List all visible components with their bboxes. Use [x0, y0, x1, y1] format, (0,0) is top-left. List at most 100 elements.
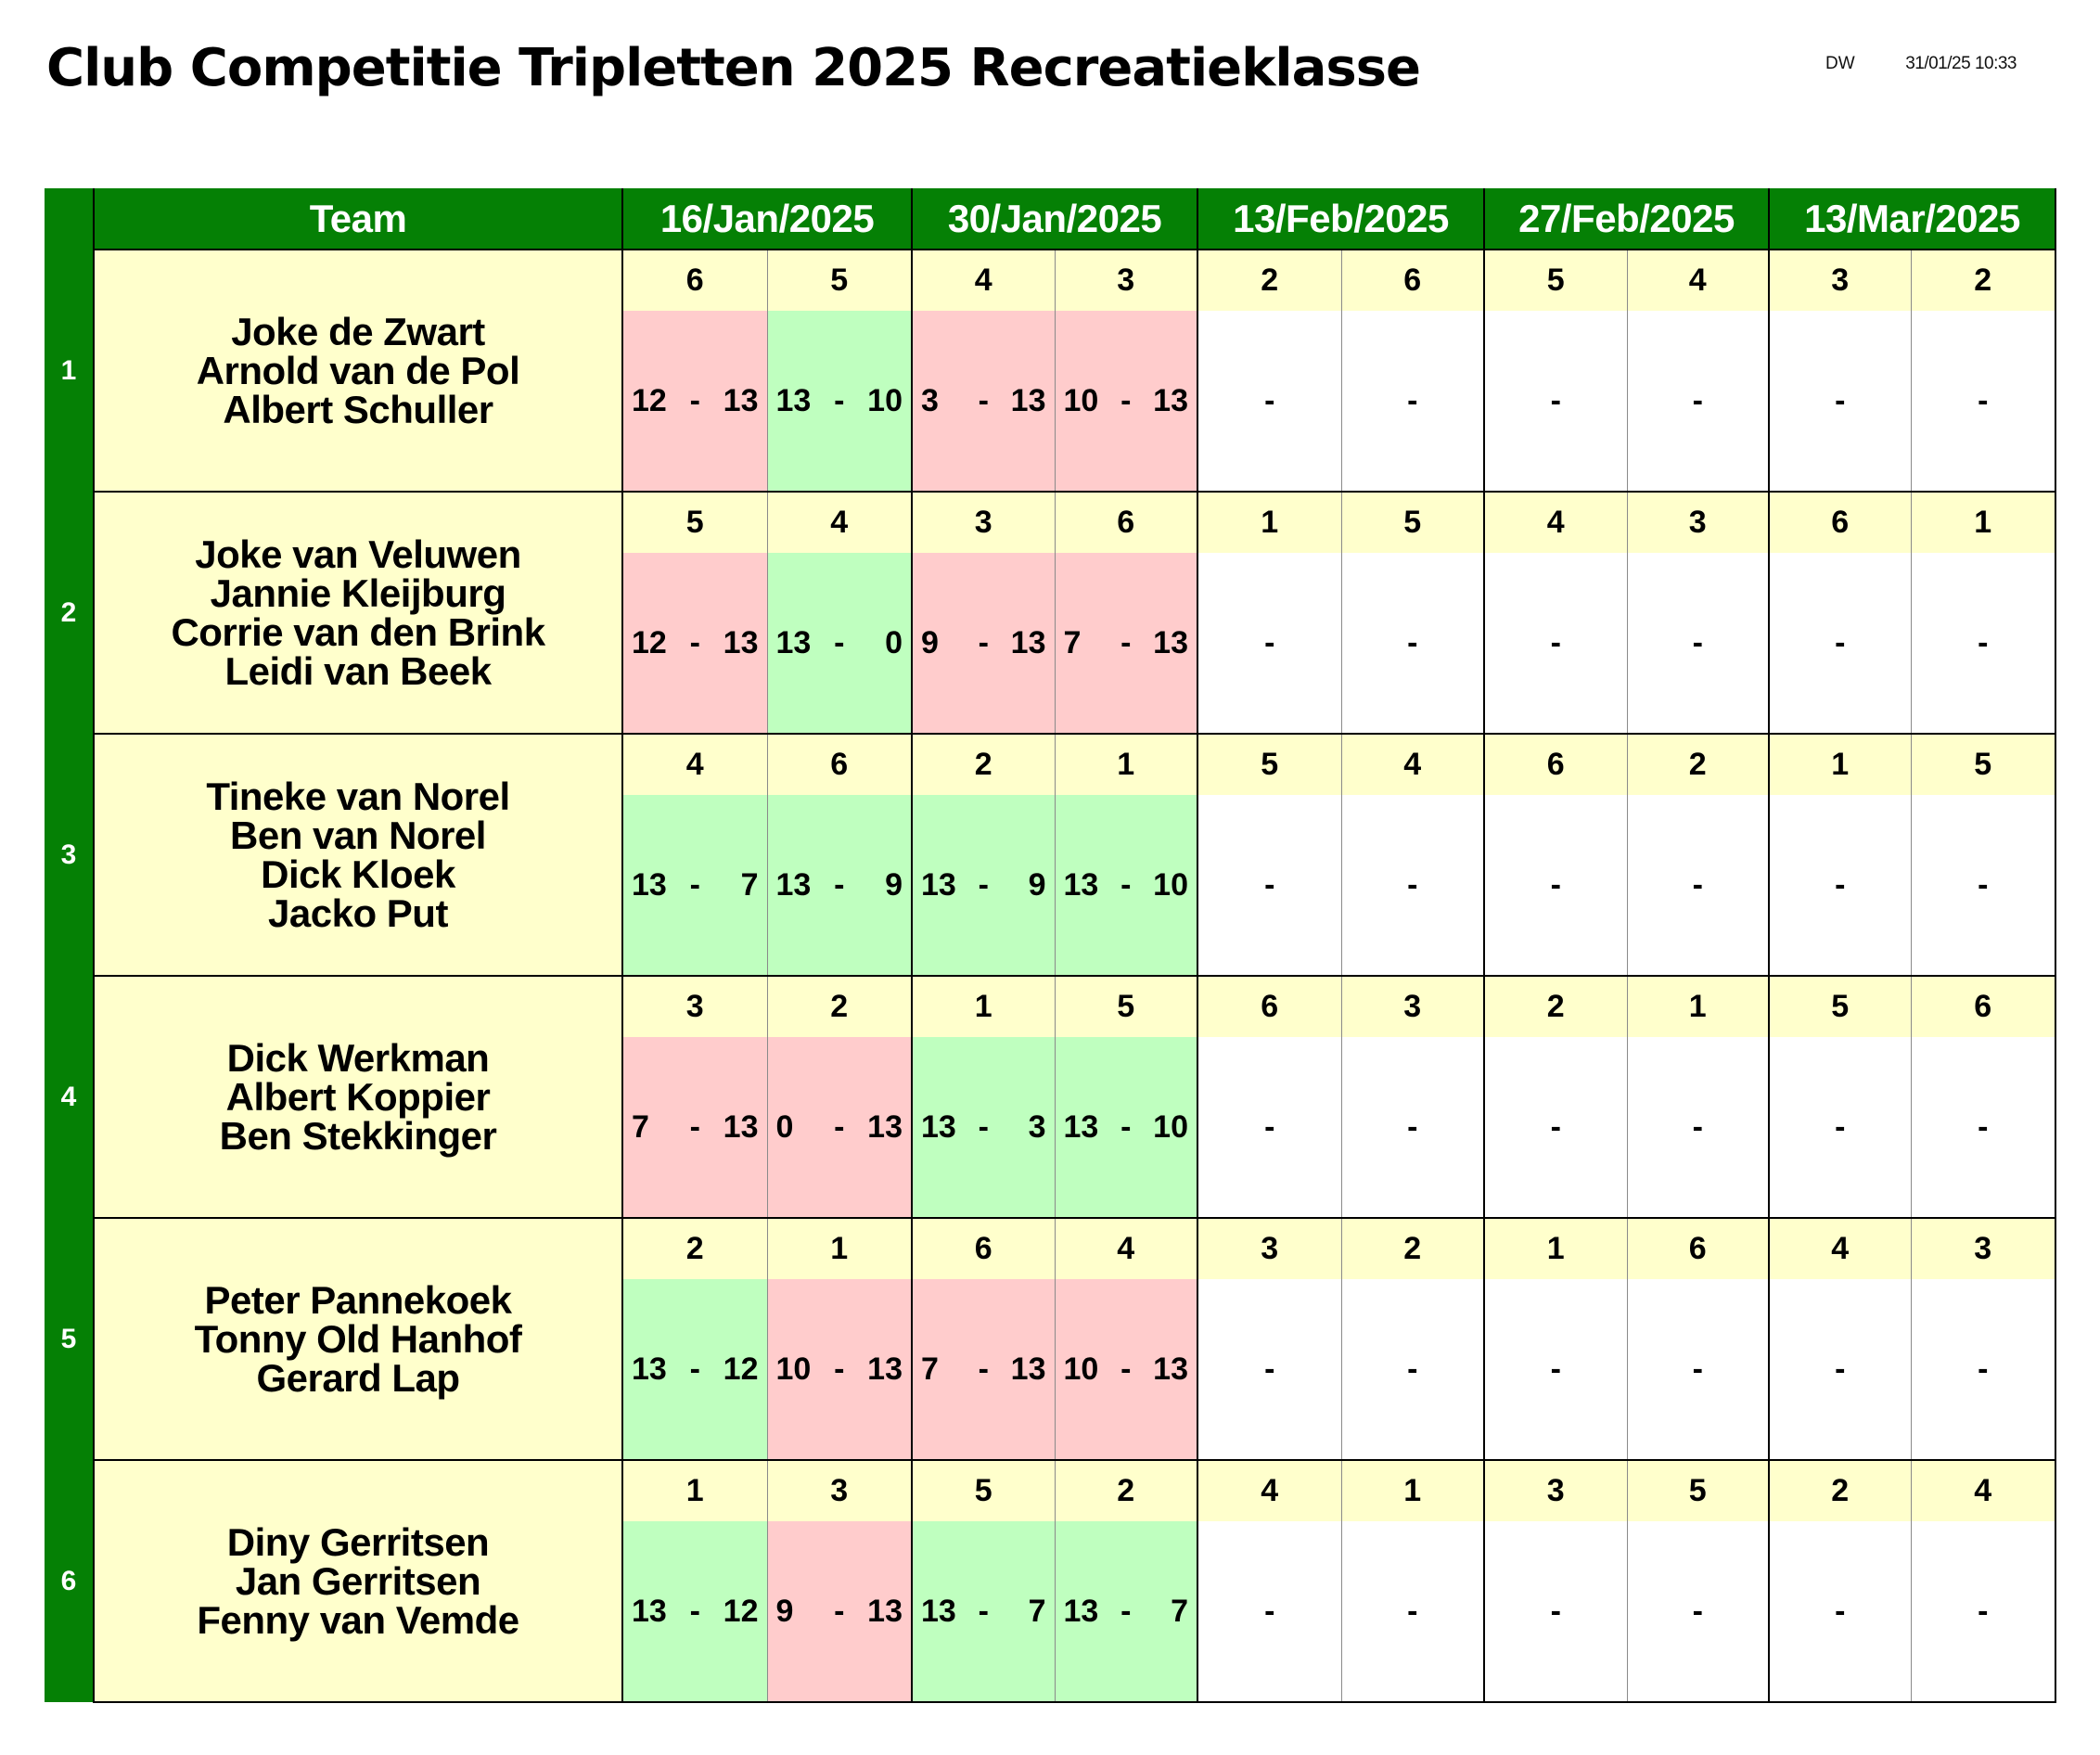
match-score: 7 -13 [1054, 553, 1197, 735]
print-timestamp: 31/01/25 10:33 [1905, 54, 2017, 73]
score-own: 13 [1063, 866, 1099, 903]
header-row: Team 16/Jan/2025 30/Jan/2025 13/Feb/2025… [45, 188, 2056, 250]
match-score-empty: - [1626, 553, 1769, 735]
score-values: 13- 9 [913, 867, 1055, 903]
empty-score: - [1407, 624, 1418, 660]
opponent-number: 4 [1340, 733, 1484, 795]
opponent-number: 5 [1626, 1459, 1769, 1521]
opponent-number: 5 [621, 491, 767, 553]
player-name: Fenny van Vemde [197, 1597, 519, 1642]
opponent-number: 5 [1910, 733, 2056, 795]
opponent-row: 4 Dick Werkman Albert Koppier Ben Stekkinge… [45, 975, 2056, 1219]
match-score-empty: - [1340, 1521, 1484, 1703]
empty-score: - [1407, 1351, 1418, 1387]
opponent-number: 6 [1910, 975, 2056, 1037]
opponent-number: 2 [766, 975, 912, 1037]
score-opponent: 10 [867, 382, 903, 418]
score-values: 10-13 [1056, 1351, 1197, 1388]
match-score-empty: - [1197, 1037, 1341, 1219]
score-values: 9 -13 [913, 625, 1055, 661]
score-own: 7 [921, 1351, 939, 1387]
match-score: 13- 0 [766, 553, 912, 735]
opponent-number: 2 [911, 733, 1055, 795]
match-score-empty: - [1626, 1279, 1769, 1461]
empty-score: - [1550, 624, 1561, 660]
empty-score: - [1692, 866, 1703, 903]
score-opponent: 13 [867, 1351, 903, 1387]
opponent-number: 2 [1197, 249, 1341, 311]
player-name: Dick Kloek [261, 852, 455, 896]
empty-score: - [1550, 866, 1561, 903]
opponent-row: 6 Diny Gerritsen Jan Gerritsen Fenny van Ve… [45, 1459, 2056, 1703]
opponent-number: 6 [1054, 491, 1197, 553]
empty-score: - [1264, 624, 1275, 660]
team-players: Joke de Zwart Arnold van de Pol Albert Sch… [93, 249, 623, 493]
score-opponent: 13 [1010, 382, 1046, 418]
player-name: Albert Schuller [223, 387, 493, 431]
page-title: Club Competitie Tripletten 2025 Recreati… [46, 38, 1421, 98]
score-own: 10 [1063, 1351, 1099, 1387]
opponent-number: 4 [911, 249, 1055, 311]
score-opponent: 9 [1028, 866, 1046, 903]
score-values: 13- 3 [913, 1109, 1055, 1146]
opponent-number: 1 [766, 1217, 912, 1279]
opponent-number: 1 [1910, 491, 2056, 553]
player-name: Gerard Lap [256, 1355, 460, 1400]
match-score-empty: - [1483, 553, 1627, 735]
opponent-number: 3 [911, 491, 1055, 553]
score-opponent: 13 [1153, 624, 1188, 660]
score-values: 12-13 [623, 625, 767, 661]
score-separator: - [978, 624, 989, 660]
score-separator: - [834, 1108, 845, 1145]
score-own: 13 [632, 1351, 667, 1387]
match-score-empty: - [1197, 1279, 1341, 1461]
opponent-number: 2 [1768, 1459, 1911, 1521]
opponent-number: 3 [766, 1459, 912, 1521]
match-score-empty: - [1197, 1521, 1341, 1703]
score-opponent: 9 [885, 866, 903, 903]
opponent-number: 1 [1054, 733, 1197, 795]
opponent-number: 6 [1483, 733, 1627, 795]
empty-score: - [1978, 624, 1989, 660]
team-players: Diny Gerritsen Jan Gerritsen Fenny van Vem… [93, 1459, 623, 1703]
match-score-empty: - [1340, 795, 1484, 977]
opponent-number: 2 [621, 1217, 767, 1279]
score-values: 13-10 [768, 383, 912, 419]
empty-score: - [1835, 624, 1846, 660]
player-name: Peter Pannekoek [204, 1277, 512, 1322]
match-score-empty: - [1483, 311, 1627, 493]
team-players: Peter Pannekoek Tonny Old Hanhof Gerard La… [93, 1217, 623, 1461]
opponent-number: 4 [1768, 1217, 1911, 1279]
score-opponent: 7 [1171, 1593, 1188, 1629]
match-score-empty: - [1483, 1279, 1627, 1461]
empty-score: - [1407, 1593, 1418, 1629]
team-players: Joke van Veluwen Jannie Kleijburg Corrie v… [93, 491, 623, 735]
score-opponent: 13 [867, 1593, 903, 1629]
match-score: 10-13 [766, 1279, 912, 1461]
match-score: 13- 7 [911, 1521, 1055, 1703]
opponent-row: 3 Tineke van Norel Ben van Norel Dick Kloek… [45, 733, 2056, 977]
score-separator: - [689, 382, 700, 418]
score-own: 0 [775, 1108, 794, 1145]
score-own: 13 [632, 866, 667, 903]
score-separator: - [689, 1593, 700, 1629]
opponent-number: 6 [911, 1217, 1055, 1279]
match-score: 9 -13 [766, 1521, 912, 1703]
empty-score: - [1692, 382, 1703, 418]
score-separator: - [1120, 1108, 1132, 1145]
score-separator: - [834, 1593, 845, 1629]
team-number: 3 [45, 734, 94, 976]
score-row: 12-13 13-0 9-13 7-13 - - - - - - [45, 553, 2056, 735]
empty-score: - [1978, 382, 1989, 418]
opponent-number: 2 [1626, 733, 1769, 795]
player-name: Ben Stekkinger [219, 1113, 497, 1158]
score-separator: - [978, 382, 989, 418]
opponent-number: 3 [621, 975, 767, 1037]
empty-score: - [1264, 866, 1275, 903]
match-score: 13- 9 [911, 795, 1055, 977]
match-score-empty: - [1768, 1037, 1911, 1219]
score-row: 12-13 13-10 3-13 10-13- - - - - - [45, 311, 2056, 493]
opponent-number: 3 [1054, 249, 1197, 311]
score-separator: - [978, 1351, 989, 1387]
score-values: 7 -13 [913, 1351, 1055, 1388]
